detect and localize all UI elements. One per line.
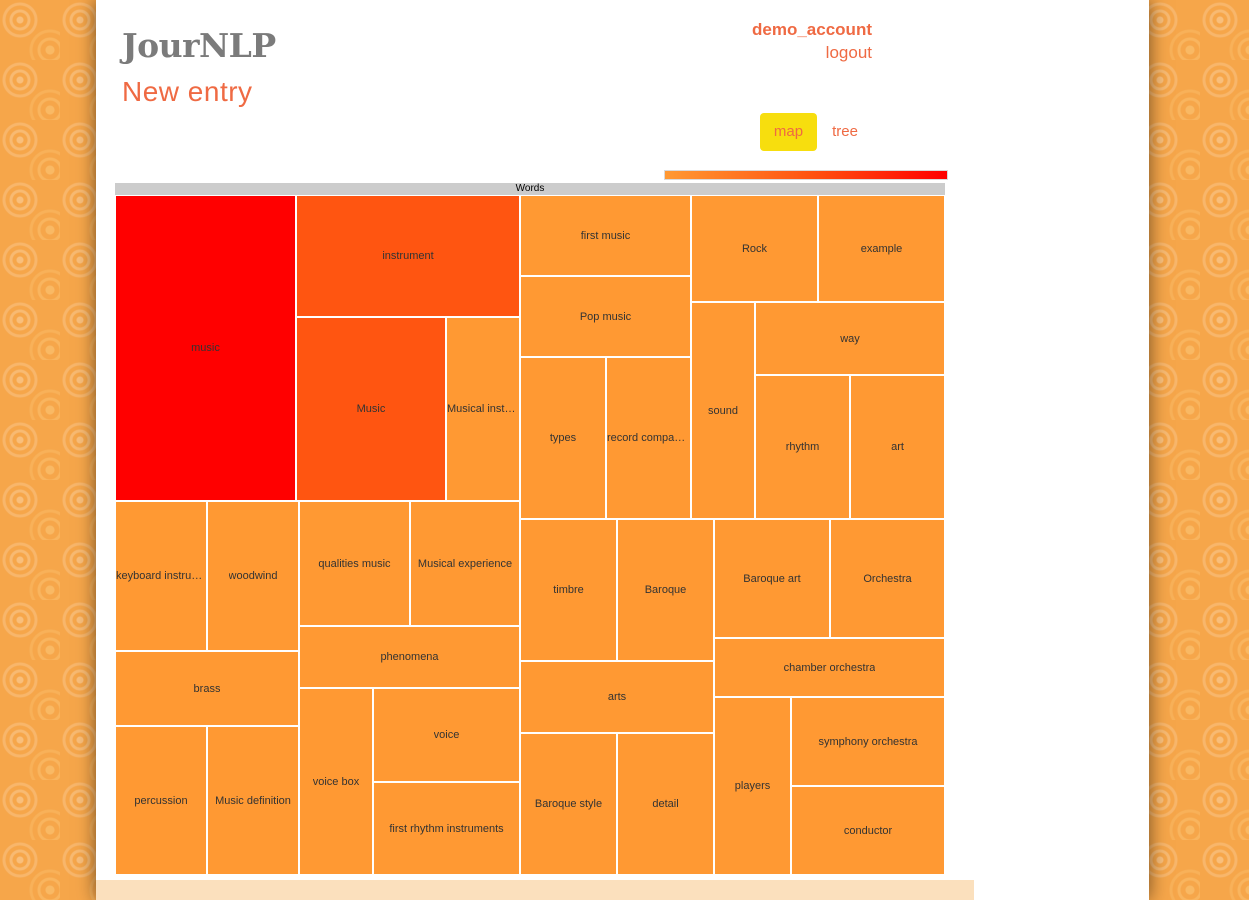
treemap-tile-label: Musical instru... [447, 403, 519, 415]
treemap-tile-label: woodwind [228, 570, 278, 582]
treemap-tile-label: way [840, 332, 860, 345]
treemap-tile-label: art [891, 441, 904, 453]
word-treemap: music instrument Music Musical instru... fir… [115, 195, 945, 875]
treemap-tile[interactable]: keyboard instrum... [115, 501, 207, 651]
treemap-tile[interactable]: timbre [520, 519, 617, 661]
treemap-tile[interactable]: chamber orchestra [714, 638, 945, 697]
treemap-tile[interactable]: Baroque [617, 519, 714, 661]
treemap-tile[interactable]: types [520, 357, 606, 519]
treemap-tile-label: conductor [843, 824, 893, 837]
treemap-tile[interactable]: Orchestra [830, 519, 945, 638]
main-panel: JourNLP New entry demo_account logout ma… [96, 0, 1149, 900]
treemap-root-header[interactable]: Words [115, 183, 945, 195]
treemap-tile-label: keyboard instrum... [116, 570, 206, 582]
treemap-tile-label: brass [193, 682, 221, 695]
treemap-tile-label: symphony orchestra [818, 735, 918, 748]
treemap-tile-label: Baroque style [534, 798, 603, 810]
treemap-tile[interactable]: first music [520, 195, 691, 276]
treemap-tile-label: Orchestra [863, 572, 912, 585]
treemap-tile[interactable]: art [850, 375, 945, 519]
treemap-tile-label: types [549, 432, 577, 444]
treemap-tile-label: record compani... [607, 432, 690, 444]
treemap-tile[interactable]: Music [296, 317, 446, 501]
treemap-tile-label: percussion [134, 794, 188, 807]
treemap-tile-label: Music [356, 403, 386, 415]
treemap-tile-label: chamber orchestra [783, 661, 876, 674]
treemap-tile[interactable]: rhythm [755, 375, 850, 519]
treemap-tile[interactable]: way [755, 302, 945, 375]
treemap-tile[interactable]: Baroque style [520, 733, 617, 875]
treemap-tile[interactable]: woodwind [207, 501, 299, 651]
app-title[interactable]: JourNLP [122, 26, 276, 65]
treemap-tile-label: detail [652, 798, 679, 810]
logout-link[interactable]: logout [825, 43, 872, 62]
treemap-tile-label: voice [433, 729, 460, 741]
treemap-tile[interactable]: phenomena [299, 626, 520, 688]
treemap-tile[interactable]: detail [617, 733, 714, 875]
tab-map[interactable]: map [760, 113, 817, 151]
treemap-tile-label: example [860, 242, 903, 255]
treemap-tile[interactable]: Baroque art [714, 519, 830, 638]
treemap-tile-label: qualities music [318, 557, 391, 570]
treemap-tile[interactable]: arts [520, 661, 714, 733]
treemap-tile-label: instrument [382, 250, 434, 262]
username-label[interactable]: demo_account [752, 20, 872, 39]
color-scale-legend [664, 170, 948, 180]
treemap-tile[interactable]: example [818, 195, 945, 302]
treemap-tile[interactable]: conductor [791, 786, 945, 875]
treemap-tile-label: rhythm [785, 441, 820, 453]
treemap-tile-label: sound [708, 404, 738, 417]
treemap-tile[interactable]: Pop music [520, 276, 691, 357]
treemap-tile[interactable]: Music definition [207, 726, 299, 875]
treemap-tile[interactable]: music [115, 195, 296, 501]
treemap-tile[interactable]: symphony orchestra [791, 697, 945, 786]
treemap-tile-label: Baroque [644, 584, 687, 596]
treemap-tile-label: Rock [741, 242, 768, 255]
treemap-tile-label: Music definition [215, 794, 291, 807]
treemap-tile[interactable]: qualities music [299, 501, 410, 626]
treemap-tile[interactable]: Rock [691, 195, 818, 302]
treemap-tile[interactable]: Musical instru... [446, 317, 520, 501]
treemap-tile[interactable]: percussion [115, 726, 207, 875]
treemap-tile-label: first rhythm instruments [389, 822, 504, 835]
treemap-tile[interactable]: record compani... [606, 357, 691, 519]
treemap-tile[interactable]: first rhythm instruments [373, 782, 520, 875]
footer-band [96, 880, 974, 900]
treemap-tile-label: voice box [312, 775, 360, 788]
treemap-tile[interactable]: sound [691, 302, 755, 519]
page-title: New entry [122, 76, 253, 107]
tab-tree[interactable]: tree [832, 123, 858, 140]
treemap-tile[interactable]: instrument [296, 195, 520, 317]
treemap-tile-label: timbre [553, 584, 584, 596]
treemap-tile[interactable]: players [714, 697, 791, 875]
treemap-tile-label: first music [580, 229, 631, 242]
treemap-tile-label: Pop music [579, 310, 632, 323]
treemap-tile-label: phenomena [380, 651, 439, 663]
treemap-tile-label: Baroque art [743, 572, 801, 585]
treemap-tile[interactable]: voice box [299, 688, 373, 875]
treemap-tile-label: arts [607, 691, 627, 703]
treemap-tile[interactable]: brass [115, 651, 299, 726]
treemap-tile-label: music [191, 342, 220, 354]
treemap-tile[interactable]: Musical experience [410, 501, 520, 626]
treemap-tile-label: Musical experience [417, 557, 513, 570]
treemap-tile[interactable]: voice [373, 688, 520, 782]
treemap-tile-label: players [734, 780, 771, 792]
